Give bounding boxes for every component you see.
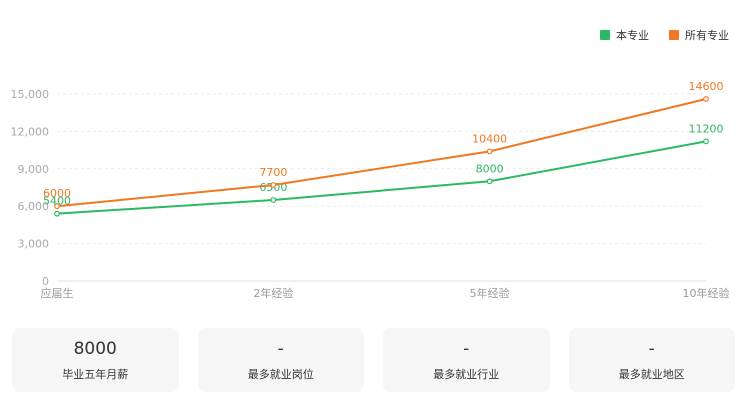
data-point: [270, 182, 277, 188]
series-line: [56, 140, 707, 215]
data-label: 8000: [476, 162, 504, 175]
chart-legend: 本专业 所有专业: [600, 27, 729, 43]
x-tick-label: 10年经验: [683, 286, 730, 300]
data-point: [54, 210, 60, 217]
stat-card-industry: - 最多就业行业: [383, 328, 550, 392]
stat-label-salary: 毕业五年月薪: [62, 368, 129, 381]
legend-label-major: 本专业: [616, 29, 649, 42]
stat-value-position: -: [277, 339, 284, 359]
stat-value-salary: 8000: [73, 339, 117, 359]
stat-label-industry: 最多就业行业: [433, 368, 500, 381]
x-tick-label: 2年经验: [253, 286, 293, 300]
stats-cards: 8000 毕业五年月薪 - 最多就业岗位 - 最多就业行业 - 最多就业地区: [12, 328, 735, 392]
data-label: 5400: [43, 195, 71, 208]
data-point: [703, 96, 709, 102]
y-tick-label: 3,000: [18, 238, 50, 251]
legend-label-all: 所有专业: [685, 29, 729, 42]
stat-card-region: - 最多就业地区: [568, 328, 735, 392]
legend-item-all[interactable]: 所有专业: [669, 27, 729, 43]
legend-swatch-major: [600, 30, 610, 40]
series-line: [56, 98, 707, 208]
y-tick-label: 0: [42, 275, 49, 288]
legend-swatch-all: [669, 30, 679, 40]
data-label: 10400: [472, 132, 507, 145]
data-point: [486, 178, 493, 185]
data-point: [486, 148, 493, 155]
data-point: [703, 138, 709, 145]
y-tick-label: 9,000: [18, 163, 50, 176]
stat-label-region: 最多就业地区: [618, 368, 685, 381]
stat-card-position: - 最多就业岗位: [197, 328, 364, 392]
salary-chart: 本专业 所有专业 0 3,000 6,000 9,000 12,000 15,000 应届生…: [11, 27, 730, 300]
data-label: 6000: [43, 187, 71, 200]
data-label: 7700: [259, 166, 287, 179]
stat-value-region: -: [648, 339, 655, 359]
data-point: [54, 203, 60, 210]
legend-item-major[interactable]: 本专业: [600, 27, 649, 43]
x-tick-label: 5年经验: [470, 286, 510, 300]
stat-label-position: 最多就业岗位: [247, 368, 314, 381]
y-tick-label: 6,000: [18, 200, 50, 213]
y-tick-label: 12,000: [11, 125, 50, 138]
line-chart-svg: 0 3,000 6,000 9,000 12,000 15,000 应届生 2年经验 5年经验 1…: [11, 80, 730, 300]
data-label: 14600: [689, 80, 724, 93]
x-tick-label: 应届生: [41, 286, 74, 300]
y-tick-label: 15,000: [11, 88, 50, 101]
stat-value-industry: -: [463, 339, 470, 359]
data-label: 11200: [689, 122, 724, 135]
stat-card-salary: 8000 毕业五年月薪: [12, 328, 179, 392]
data-point: [270, 197, 277, 203]
